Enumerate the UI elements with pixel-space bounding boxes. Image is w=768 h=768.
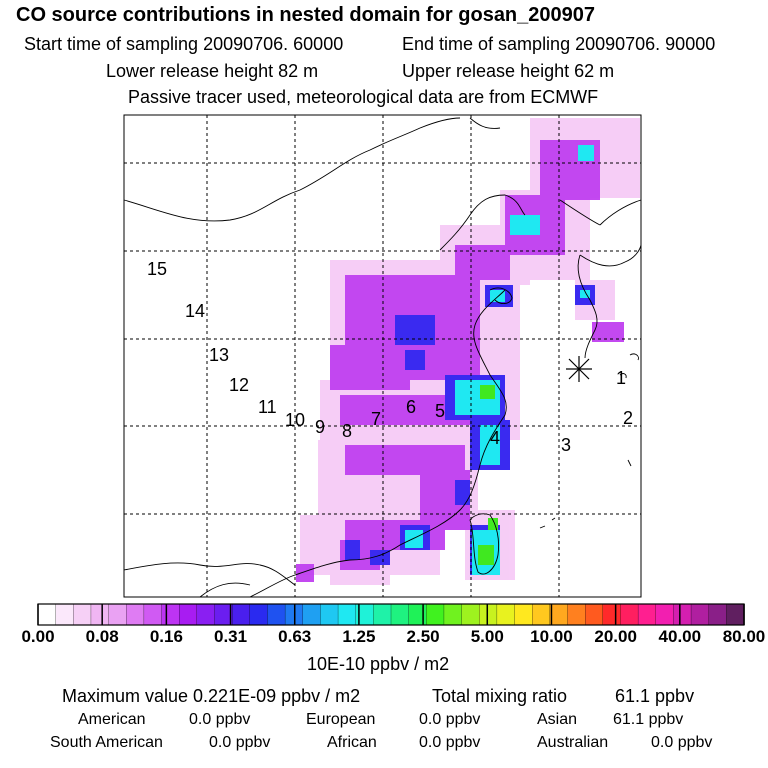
region-number-15: 15	[147, 259, 167, 279]
region-number-12: 12	[229, 375, 249, 395]
colorbar-unit: 10E-10 ppbv / m2	[307, 654, 450, 674]
colorbar-cell	[179, 603, 198, 626]
start-time-label: Start time of sampling 20090706. 60000	[24, 34, 344, 54]
map-frame	[123, 114, 642, 598]
lower-release-height-label: Lower release height 82 m	[106, 61, 319, 81]
colorbar-cell	[585, 603, 604, 626]
colorbar-tick-label: 40.00	[658, 627, 702, 646]
coastlines	[123, 117, 642, 598]
colorbar-cell	[620, 603, 639, 626]
colorbar-cell	[337, 603, 357, 626]
colorbar-cell	[126, 603, 145, 626]
plot-title: CO source contributions in nested domain…	[16, 4, 596, 26]
colorbar-tick-label: 0.31	[213, 627, 248, 646]
region-number-3: 3	[561, 435, 571, 455]
region-number-4: 4	[490, 428, 500, 448]
colorbar-tick-label: 5.00	[470, 627, 504, 646]
colorbar-tick-label: 0.16	[149, 627, 183, 646]
colorbar-cell	[567, 603, 586, 626]
region-number-8: 8	[342, 421, 352, 441]
colorbar-cell	[90, 603, 110, 626]
colorbar-cell	[196, 603, 216, 626]
region-number-9: 9	[315, 417, 325, 437]
asian-value: 61.1 ppbv	[613, 711, 684, 728]
colorbar-tick-label: 0.63	[278, 627, 312, 646]
african-value: 0.0 ppbv	[419, 734, 481, 751]
colorbar-tick-label: 80.00	[722, 627, 766, 646]
colorbar-cell	[461, 603, 480, 626]
colorbar-cell	[602, 603, 622, 626]
concentration-field	[296, 118, 640, 585]
colorbar-cell	[514, 603, 533, 626]
colorbar-cell	[161, 603, 180, 626]
region-number-1: 1	[616, 368, 626, 388]
south-american-label: South American	[50, 734, 163, 751]
south-american-value: 0.0 ppbv	[209, 734, 271, 751]
total-mixing-ratio-label: Total mixing ratio	[432, 686, 568, 706]
colorbar-cell	[549, 603, 569, 626]
asian-label: Asian	[537, 711, 578, 728]
colorbar-cell	[408, 603, 427, 626]
colorbar-tick-label: 20.00	[594, 627, 637, 646]
colorbar-cell	[143, 603, 163, 626]
colorbar-cell	[426, 603, 445, 626]
region-number-5: 5	[435, 401, 445, 421]
australian-label: Australian	[537, 734, 609, 751]
colorbar-cell	[249, 603, 269, 626]
colorbar-cell	[673, 603, 692, 626]
colorbar-cell	[390, 603, 410, 626]
colorbar-cell	[320, 603, 339, 626]
american-value: 0.0 ppbv	[189, 711, 251, 728]
lat-lon-grid	[124, 115, 641, 597]
receptor-marker	[566, 356, 592, 382]
colorbar-cell	[532, 603, 551, 626]
colorbar-cell	[73, 603, 92, 626]
colorbar-cell	[637, 603, 657, 626]
maximum-value-label: Maximum value 0.221E-09 ppbv / m2	[62, 686, 361, 706]
colorbar-cell	[37, 603, 57, 626]
colorbar-cell	[443, 603, 463, 626]
tracer-note: Passive tracer used, meteorological data…	[128, 87, 599, 107]
colorbar-cell	[55, 603, 74, 626]
region-number-11: 11	[258, 397, 277, 417]
colorbar-cell	[496, 603, 516, 626]
colorbar-cell	[655, 603, 675, 626]
region-number-6: 6	[406, 397, 416, 417]
colorbar-cell	[231, 603, 251, 626]
region-number-7: 7	[371, 409, 381, 429]
colorbar-cell	[267, 603, 286, 626]
australian-value: 0.0 ppbv	[651, 734, 713, 751]
african-label: African	[327, 734, 377, 751]
colorbar-cell	[302, 603, 322, 626]
region-number-13: 13	[209, 345, 229, 365]
colorbar-cell	[479, 603, 498, 626]
colorbar-cell	[690, 603, 710, 626]
colorbar-tick-label: 1.25	[342, 627, 376, 646]
colorbar-tick-label: 10.00	[530, 627, 573, 646]
european-value: 0.0 ppbv	[419, 711, 481, 728]
end-time-label: End time of sampling 20090706. 90000	[402, 34, 716, 54]
american-label: American	[78, 711, 146, 728]
colorbar-cell	[108, 603, 127, 626]
total-mixing-ratio-value: 61.1 ppbv	[615, 686, 695, 706]
colorbar-cell	[726, 603, 745, 626]
european-label: European	[306, 711, 376, 728]
region-number-2: 2	[623, 408, 633, 428]
colorbar-cell	[708, 603, 728, 626]
region-number-10: 10	[285, 410, 305, 430]
colorbar-tick-label: 0.08	[85, 627, 119, 646]
upper-release-height-label: Upper release height 62 m	[402, 61, 615, 81]
colorbar-cell	[373, 603, 392, 626]
region-number-14: 14	[185, 301, 205, 321]
colorbar-tick-label: 2.50	[406, 627, 440, 646]
colorbar-tick-label: 0.00	[21, 627, 55, 646]
